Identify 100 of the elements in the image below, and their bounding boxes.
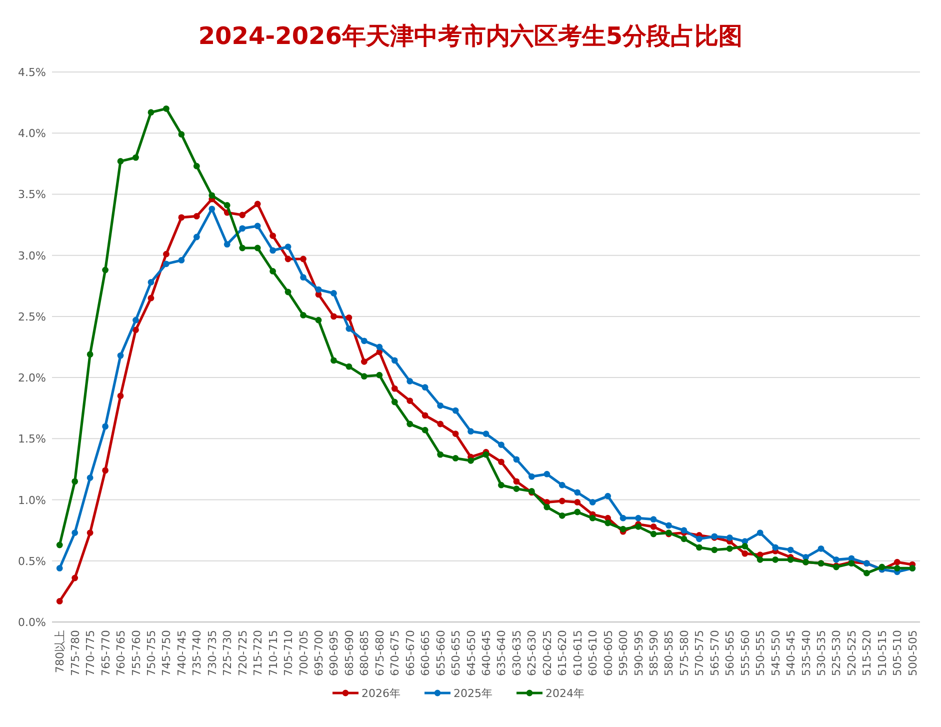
x-tick-label: 710-715 bbox=[266, 630, 280, 676]
x-tick-label: 750-755 bbox=[144, 630, 158, 676]
point bbox=[574, 499, 581, 506]
point bbox=[163, 260, 170, 268]
point bbox=[330, 290, 337, 296]
x-tick-label: 630-635 bbox=[510, 630, 524, 676]
x-tick-label: 675-680 bbox=[373, 630, 386, 676]
x-tick-label: 700-705 bbox=[297, 630, 310, 676]
point bbox=[620, 526, 626, 532]
x-tick-label: 645-650 bbox=[464, 630, 478, 676]
point bbox=[833, 556, 840, 563]
point bbox=[178, 257, 185, 264]
point bbox=[148, 294, 154, 302]
point bbox=[132, 316, 139, 324]
point bbox=[650, 523, 657, 530]
point bbox=[787, 546, 794, 554]
x-tick-label: 625-630 bbox=[526, 630, 539, 676]
point bbox=[468, 457, 474, 464]
point bbox=[193, 213, 200, 220]
point bbox=[270, 247, 276, 254]
point bbox=[346, 325, 352, 332]
point bbox=[894, 558, 900, 566]
point bbox=[756, 530, 764, 536]
point bbox=[148, 109, 154, 116]
point bbox=[56, 598, 63, 604]
point bbox=[726, 534, 733, 541]
point bbox=[680, 527, 688, 534]
x-tick-label: 595-600 bbox=[617, 630, 630, 676]
point bbox=[239, 212, 246, 218]
point bbox=[72, 478, 78, 485]
legend-label: 2026年 bbox=[362, 687, 400, 700]
point bbox=[224, 241, 230, 248]
point bbox=[239, 244, 246, 252]
point bbox=[558, 512, 566, 519]
point bbox=[574, 489, 581, 496]
point bbox=[422, 426, 428, 434]
x-tick-label: 655-660 bbox=[434, 630, 448, 676]
point bbox=[437, 451, 444, 458]
point bbox=[468, 428, 474, 435]
point bbox=[498, 442, 504, 448]
point bbox=[254, 222, 261, 230]
point bbox=[422, 384, 428, 391]
point bbox=[117, 392, 124, 400]
y-tick-label: 2.0% bbox=[18, 372, 46, 385]
x-tick-label: 650-655 bbox=[450, 630, 463, 676]
point bbox=[513, 456, 520, 463]
x-tick-label: 570-575 bbox=[693, 630, 706, 676]
point bbox=[193, 234, 200, 240]
x-tick-label: 665-670 bbox=[404, 630, 417, 676]
point bbox=[787, 556, 794, 563]
x-tick-label: 680-685 bbox=[358, 630, 372, 676]
point bbox=[330, 357, 337, 364]
point bbox=[360, 358, 368, 365]
point bbox=[772, 556, 779, 563]
x-tick-label: 740-745 bbox=[175, 630, 188, 676]
legend-label: 2024年 bbox=[546, 687, 584, 700]
point bbox=[117, 352, 124, 359]
point bbox=[300, 274, 306, 281]
x-tick-label: 615-620 bbox=[556, 630, 570, 676]
point bbox=[772, 544, 779, 551]
point bbox=[558, 498, 566, 504]
point bbox=[224, 202, 230, 208]
point bbox=[315, 286, 322, 293]
point bbox=[742, 550, 748, 557]
point bbox=[86, 530, 94, 536]
point bbox=[102, 266, 108, 274]
x-tick-label: 510-515 bbox=[876, 630, 889, 676]
point bbox=[406, 378, 414, 384]
point bbox=[72, 574, 78, 582]
x-tick-label: 720-725 bbox=[236, 630, 250, 676]
x-tick-label: 685-690 bbox=[342, 630, 356, 676]
y-tick-label: 1.5% bbox=[18, 432, 46, 446]
x-tick-label: 530-535 bbox=[815, 630, 828, 676]
point bbox=[193, 162, 200, 170]
point bbox=[300, 312, 306, 318]
x-tick-label: 745-750 bbox=[160, 630, 174, 676]
x-tick-label: 560-565 bbox=[724, 630, 737, 676]
point bbox=[391, 385, 398, 392]
x-tick-label: 600-605 bbox=[602, 630, 615, 676]
point bbox=[635, 514, 642, 522]
x-tick-label: 535-540 bbox=[800, 630, 813, 676]
point bbox=[270, 232, 276, 239]
x-tick-label: 660-665 bbox=[419, 630, 432, 676]
point bbox=[864, 570, 870, 576]
x-tick-label: 565-570 bbox=[708, 630, 722, 676]
point bbox=[86, 351, 94, 358]
y-tick-label: 0.0% bbox=[18, 616, 46, 629]
x-tick-label: 610-615 bbox=[571, 630, 584, 676]
point bbox=[178, 131, 185, 138]
point bbox=[422, 412, 428, 419]
point bbox=[284, 256, 292, 262]
point bbox=[544, 504, 550, 510]
point bbox=[604, 520, 612, 526]
x-tick-label: 555-560 bbox=[738, 630, 752, 676]
x-tick-label: 635-640 bbox=[495, 630, 508, 676]
point bbox=[589, 499, 596, 506]
x-tick-label: 730-735 bbox=[206, 630, 219, 676]
x-tick-label: 755-760 bbox=[130, 630, 143, 676]
x-tick-label: 525-530 bbox=[830, 630, 844, 676]
x-tick-label: 520-525 bbox=[845, 630, 858, 676]
